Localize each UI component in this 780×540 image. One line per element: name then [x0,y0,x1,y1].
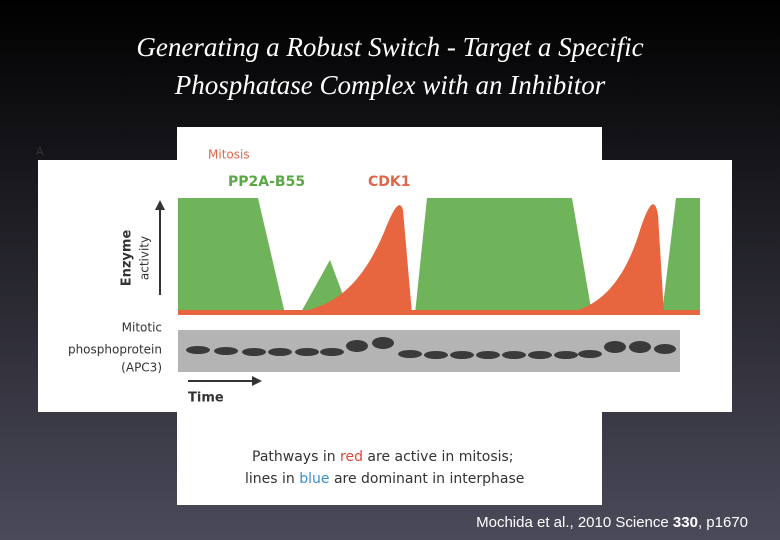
blot: Mitotic phosphoprotein (APC3) Time [68,321,680,406]
caption-line: Pathways in red are active in mitosis; [252,449,514,465]
caption-line: lines in blue are dominant in interphase [245,471,524,487]
green-area [178,198,285,314]
title-line: Generating a Robust Switch - Target a Sp… [136,32,643,62]
legend-entry: PP2A-B55 [228,174,305,190]
arrow [155,200,165,210]
top-label: Mitosis [208,148,250,162]
orange-peak [285,205,412,314]
caption-text: are dominant in interphase [330,471,525,487]
plot: Enzyme activity PP2A-B55 CDK1 [120,174,700,315]
panel-label: A [36,145,44,158]
blot-label: phosphoprotein [68,343,162,357]
green-area [415,198,592,314]
y-axis-label: Enzyme [120,230,135,287]
caption-text: lines in [245,471,299,487]
caption-text: are active in mitosis; [363,449,514,465]
baseline [178,310,700,315]
blot-label: (APC3) [121,361,162,375]
y-axis-label: activity [138,236,152,280]
legend-entry: CDK1 [368,174,411,190]
caption-red: red [340,449,363,465]
title-line: Phosphatase Complex with an Inhibitor [174,70,606,100]
caption-blue: blue [299,471,329,487]
caption-text: Pathways in [252,449,340,465]
x-axis-label: Time [188,391,224,406]
blot-label: Mitotic [122,321,162,335]
citation-text: Mochida et al., 2010 Science [476,514,673,531]
green-area [662,198,700,314]
arrow [252,376,262,386]
orange-peak [560,204,664,314]
citation: Mochida et al., 2010 Science 330, p1670 [476,514,748,531]
citation-text: , p1670 [698,514,748,531]
citation-volume: 330 [673,514,698,531]
